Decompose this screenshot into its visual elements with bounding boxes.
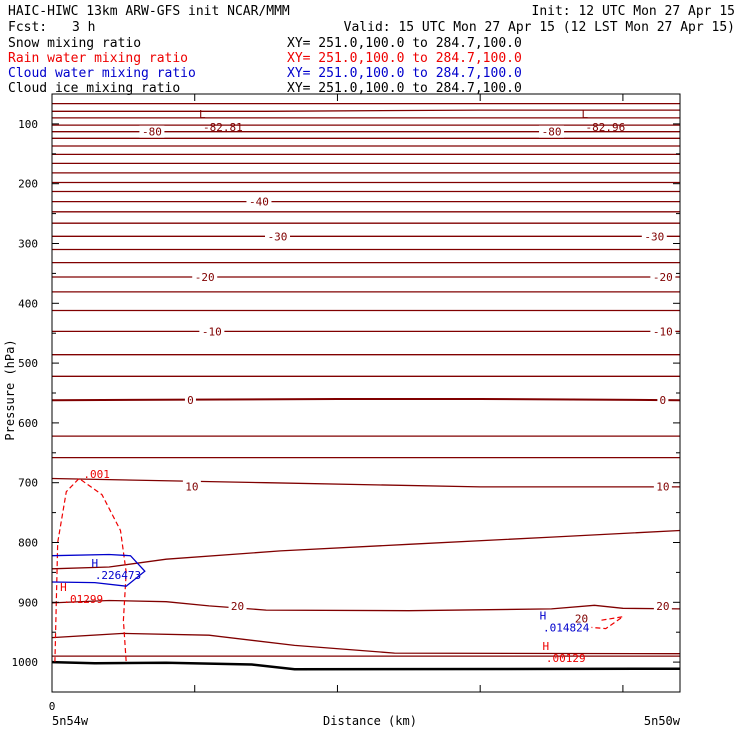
header-title: HAIC-HIWC 13km ARW-GFS init NCAR/MMM — [8, 4, 290, 19]
isotherm-label: -30 — [268, 230, 288, 243]
cloud-water-max-letter: H — [92, 557, 99, 570]
y-tick-label: 600 — [18, 417, 38, 430]
cloud-water-max-letter: H — [540, 610, 547, 623]
x-right-label: 5n50w — [644, 714, 681, 728]
isotherm-label-bg — [228, 599, 247, 612]
field-snow-name: Snow mixing ratio — [8, 36, 141, 51]
isotherm-label: -10 — [202, 325, 222, 338]
terrain-line — [51, 660, 681, 671]
field-cloudice-xy: XY= 251.0,100.0 to 284.7,100.0 — [287, 81, 522, 96]
rain-contour-line — [54, 477, 127, 663]
isotherm-label: -30 — [644, 230, 664, 243]
isotherm-lines — [51, 102, 681, 657]
isotherm-label-bg — [572, 612, 591, 625]
x-left-label: 5n54w — [52, 714, 89, 728]
field-cloudwater-xy: XY= 251.0,100.0 to 284.7,100.0 — [287, 66, 522, 81]
isotherm-label-bg — [641, 230, 667, 243]
isotherm-label-bg — [653, 599, 672, 612]
cloud-water-contours — [51, 553, 146, 587]
y-tick-label: 700 — [18, 477, 38, 490]
isotherm-label-bg — [199, 325, 225, 338]
isotherm-label-bg — [650, 270, 676, 283]
contour-labels: -80 -80 -40 -30 -30 -20 -20 -10 -10 0 0 10 10 20 20 20 — [139, 125, 676, 625]
y-tick-label: 100 — [18, 118, 38, 131]
isotherm-label: 0 — [187, 394, 194, 407]
isotherm-label: 20 — [575, 612, 588, 625]
isotherm-line — [51, 529, 681, 570]
isotherm-label: -20 — [195, 271, 215, 284]
rain-contour-label: .001 — [83, 468, 110, 481]
isotherm-label-bg — [182, 480, 201, 493]
cloud-water-max-value: .226473 — [95, 569, 141, 582]
isotherm-line — [51, 398, 681, 402]
isotherm-line — [51, 477, 680, 488]
isotherm-label-bg — [246, 195, 272, 208]
plot-frame — [51, 93, 681, 693]
rain-contours: .001 — [54, 468, 624, 663]
header-fcst-value: 3 h — [72, 20, 95, 35]
y-tick-label: 1000 — [12, 656, 39, 669]
field-rain-xy: XY= 251.0,100.0 to 284.7,100.0 — [287, 51, 522, 66]
rain-max-value: .00129 — [546, 652, 586, 665]
terrain-line — [51, 660, 681, 671]
isotherm-label-bg — [657, 394, 669, 407]
low-mark-value: -82.81 — [203, 121, 243, 134]
field-cloudice-name: Cloud ice mixing ratio — [8, 81, 180, 96]
y-tick-label: 800 — [18, 537, 38, 550]
isotherm-label: 20 — [231, 600, 244, 613]
isotherm-label-bg — [139, 125, 165, 138]
extrema-marks: L-82.81L-82.96H.226473H.014824H.01299H.0… — [60, 108, 625, 665]
cloud-water-max-value: .014824 — [543, 622, 590, 635]
isotherm-label: -40 — [249, 196, 269, 209]
field-snow-xy: XY= 251.0,100.0 to 284.7,100.0 — [287, 36, 522, 51]
x-axis-label: Distance (km) — [323, 714, 417, 728]
isotherm-label: -20 — [653, 271, 673, 284]
isotherm-label: 20 — [656, 600, 669, 613]
header-valid: Valid: 15 UTC Mon 27 Apr 15 (12 LST Mon … — [344, 20, 735, 35]
rain-max-value: .01299 — [63, 593, 103, 606]
low-mark-letter: L — [199, 108, 206, 121]
field-cloudwater-name: Cloud water mixing ratio — [8, 66, 196, 81]
isotherm-label-bg — [265, 230, 291, 243]
isotherm-label: 10 — [185, 480, 198, 493]
isotherm-label: 0 — [660, 394, 667, 407]
header-fcst-label: Fcst: — [8, 20, 47, 35]
rain-max-letter: H — [60, 581, 67, 594]
isotherm-label-bg — [192, 270, 218, 283]
header-init: Init: 12 UTC Mon 27 Apr 15 — [532, 4, 736, 19]
y-tick-label: 300 — [18, 238, 38, 251]
rain-contour-line — [591, 616, 624, 630]
y-tick-label: 900 — [18, 596, 38, 609]
field-rain-name: Rain water mixing ratio — [8, 51, 188, 66]
isotherm-label: -10 — [653, 325, 673, 338]
isotherm-label-bg — [653, 480, 672, 493]
isotherm-line — [52, 109, 680, 112]
low-mark-letter: L — [582, 108, 589, 121]
isotherm-line — [51, 599, 681, 612]
isotherm-line — [51, 632, 681, 655]
isotherm-label-bg — [650, 325, 676, 338]
isotherm-label-bg — [184, 394, 196, 407]
isotherm-label: -80 — [142, 126, 162, 139]
isotherm-label: -80 — [542, 126, 562, 139]
cloud-water-contour-line — [51, 553, 146, 587]
y-tick-label: 500 — [18, 357, 38, 370]
low-mark-value: -82.96 — [586, 121, 626, 134]
y-tick-label: 400 — [18, 297, 38, 310]
isotherm-label-bg — [539, 125, 565, 138]
y-tick-label: 200 — [18, 178, 38, 191]
y-axis-label: Pressure (hPa) — [3, 339, 17, 440]
rain-max-letter: H — [543, 640, 550, 653]
isotherm-label: 10 — [656, 480, 669, 493]
x-tick-label: 0 — [49, 700, 56, 713]
